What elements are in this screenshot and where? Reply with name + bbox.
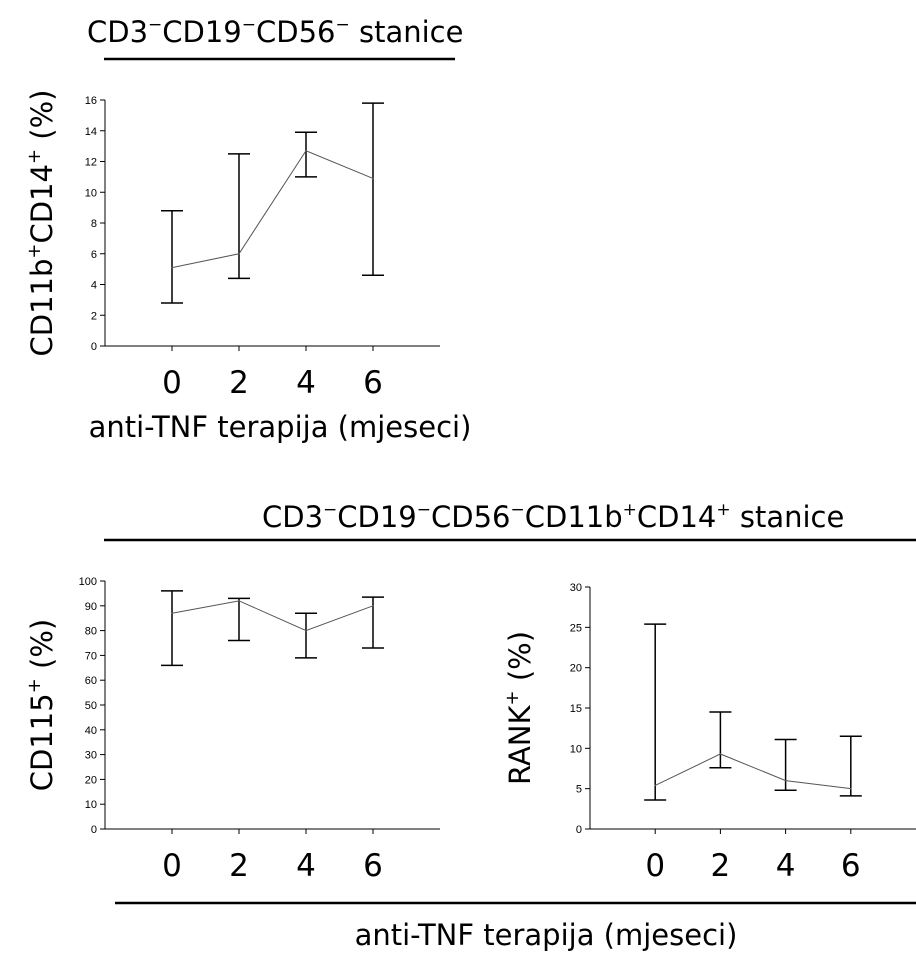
y-tick-label: 70 [85, 650, 97, 662]
x-tick-label: 2 [229, 848, 249, 884]
data-point [719, 753, 722, 755]
data-point [171, 266, 173, 269]
chart-rank: 0 5 10 15 20 25 30 0 2 4 6 RANK+ (%) [502, 582, 916, 884]
data-point [784, 779, 787, 782]
data-point [238, 600, 240, 602]
y-tick-label: 6 [91, 249, 97, 261]
x-tick-label: 2 [711, 848, 731, 884]
y-tick-label: 20 [85, 774, 97, 786]
y-tick-label: 10 [570, 743, 582, 755]
x-tick-label: 4 [776, 848, 796, 884]
y-tick-label: 12 [85, 157, 97, 169]
y-tick-label: 10 [85, 799, 97, 811]
y-tick-label: 25 [570, 622, 582, 634]
data-point [305, 149, 307, 152]
data-point [305, 629, 307, 632]
y-tick-label: 60 [85, 675, 97, 687]
y-tick-label: 80 [85, 626, 97, 638]
series-line [654, 753, 851, 790]
data-point [238, 252, 240, 255]
x-tick-label: 4 [296, 365, 316, 401]
top-x-axis-label: anti-TNF terapija (mjeseci) [89, 410, 472, 444]
x-tick-label: 6 [363, 848, 383, 884]
y-axis-label: RANK+ (%) [502, 631, 537, 785]
data-point [850, 787, 852, 790]
x-tick-label: 2 [229, 365, 249, 401]
y-tick-label: 10 [85, 187, 97, 199]
y-tick-label: 8 [91, 218, 97, 230]
data-point [654, 784, 656, 787]
y-tick-label: 50 [85, 700, 97, 712]
y-tick-label: 100 [79, 576, 97, 588]
series-line [171, 600, 374, 632]
y-tick-label: 0 [91, 341, 97, 353]
top-title: CD3−CD19−CD56− stanice [87, 15, 463, 49]
x-tick-label: 0 [162, 365, 182, 401]
y-tick-label: 5 [576, 784, 582, 796]
bottom-x-axis-label: anti-TNF terapija (mjeseci) [355, 918, 738, 952]
chart-cd11b-cd14: 0 2 4 6 8 10 12 14 16 0 2 4 6 CD11b+CD14+ (%) [24, 90, 440, 401]
y-tick-label: 20 [570, 663, 582, 675]
y-tick-label: 15 [570, 703, 582, 715]
y-tick-label: 0 [576, 824, 582, 836]
data-point [171, 612, 173, 615]
x-tick-label: 6 [363, 365, 383, 401]
x-tick-label: 0 [162, 848, 182, 884]
y-tick-label: 90 [85, 601, 97, 613]
y-tick-label: 40 [85, 725, 97, 737]
y-tick-label: 0 [91, 824, 97, 836]
y-tick-label: 14 [85, 126, 97, 138]
bottom-title: CD3−CD19−CD56−CD11b+CD14+ stanice [262, 500, 844, 534]
data-point [372, 605, 374, 607]
x-tick-label: 4 [296, 848, 316, 884]
series-line [171, 150, 374, 269]
x-tick-label: 6 [841, 848, 861, 884]
y-axis-label: CD115+ (%) [24, 619, 59, 791]
y-tick-label: 2 [91, 310, 97, 322]
chart-cd115: 0 10 20 30 40 50 60 70 80 90 100 0 2 4 6 CD115+ (%) [24, 576, 440, 884]
data-point [372, 177, 374, 180]
y-tick-label: 30 [570, 582, 582, 594]
y-tick-label: 30 [85, 750, 97, 762]
y-tick-label: 4 [91, 280, 97, 292]
y-tick-label: 16 [85, 95, 97, 107]
x-tick-label: 0 [645, 848, 665, 884]
y-axis-label: CD11b+CD14+ (%) [24, 90, 59, 357]
